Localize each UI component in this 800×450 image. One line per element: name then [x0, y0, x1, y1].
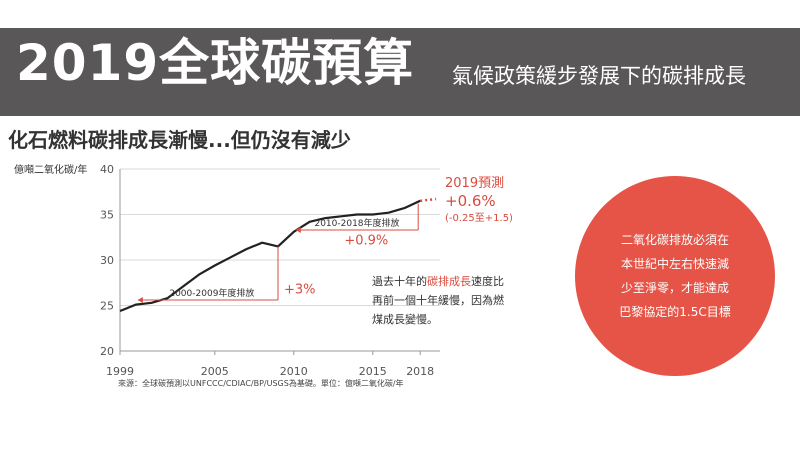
key-message-text: 二氧化碳排放必須在 本世紀中左右快速減 少至淨零，才能達成 巴黎協定的1.5C目… — [575, 228, 775, 324]
page-subtitle: 氣候政策緩步發展下的碳排成長 — [452, 64, 746, 88]
title-banner — [0, 28, 800, 116]
note-text-1: 過去十年的 — [372, 275, 427, 288]
key-message-line-2: 本世紀中左右快速減 — [620, 257, 729, 271]
headline: 化石燃料碳排成長漸慢...但仍沒有減少 — [8, 128, 351, 152]
key-message-line-4: 巴黎協定的1.5C目標 — [619, 305, 731, 319]
period1-growth: +3% — [284, 283, 316, 298]
x-tick-label: 2010 — [280, 365, 308, 378]
emissions-series-line — [119, 199, 421, 313]
y-tick-label: 40 — [100, 163, 114, 176]
chart-note: 過去十年的碳排成長速度比再前一個十年緩慢，因為燃煤成長變慢。 — [372, 272, 512, 329]
y-tick-label: 25 — [100, 300, 114, 313]
key-message-line-3: 少至淨零，才能達成 — [620, 281, 729, 295]
period2-growth: +0.9% — [344, 234, 388, 249]
period1-label: 2000-2009年度排放 — [169, 287, 254, 299]
x-tick-label: 1999 — [106, 365, 134, 378]
y-axis-label: 億噸二氧化碳/年 — [14, 165, 88, 176]
page-title: 2019全球碳預算 — [16, 34, 415, 92]
x-tick-label: 2015 — [359, 365, 387, 378]
key-message-line-1: 二氧化碳排放必須在 — [620, 233, 729, 247]
source-note: 來源：全球碳預測以UNFCCC/CDIAC/BP/USGS為基礎。單位：億噸二氧… — [118, 379, 404, 388]
note-text-2: 速度比再前一個十年緩慢，因為燃煤成長變慢。 — [372, 275, 504, 326]
period1-arrow — [137, 297, 143, 304]
y-tick-label: 30 — [100, 254, 114, 267]
x-tick-label: 2005 — [201, 365, 229, 378]
projection-title: 2019預測 — [445, 176, 504, 191]
y-tick-label: 20 — [100, 345, 114, 358]
projection-value: +0.6% — [445, 192, 496, 210]
projection-dotted-line — [420, 197, 437, 203]
projection-range: (-0.25至+1.5) — [445, 212, 513, 224]
y-tick-label: 35 — [100, 209, 114, 222]
period2-arrow — [295, 226, 301, 233]
key-message-circle: 二氧化碳排放必須在 本世紀中左右快速減 少至淨零，才能達成 巴黎協定的1.5C目… — [575, 176, 775, 376]
x-tick-label: 2018 — [406, 365, 434, 378]
period2-label: 2010-2018年度排放 — [314, 217, 399, 229]
note-highlight: 碳排成長 — [427, 275, 471, 288]
